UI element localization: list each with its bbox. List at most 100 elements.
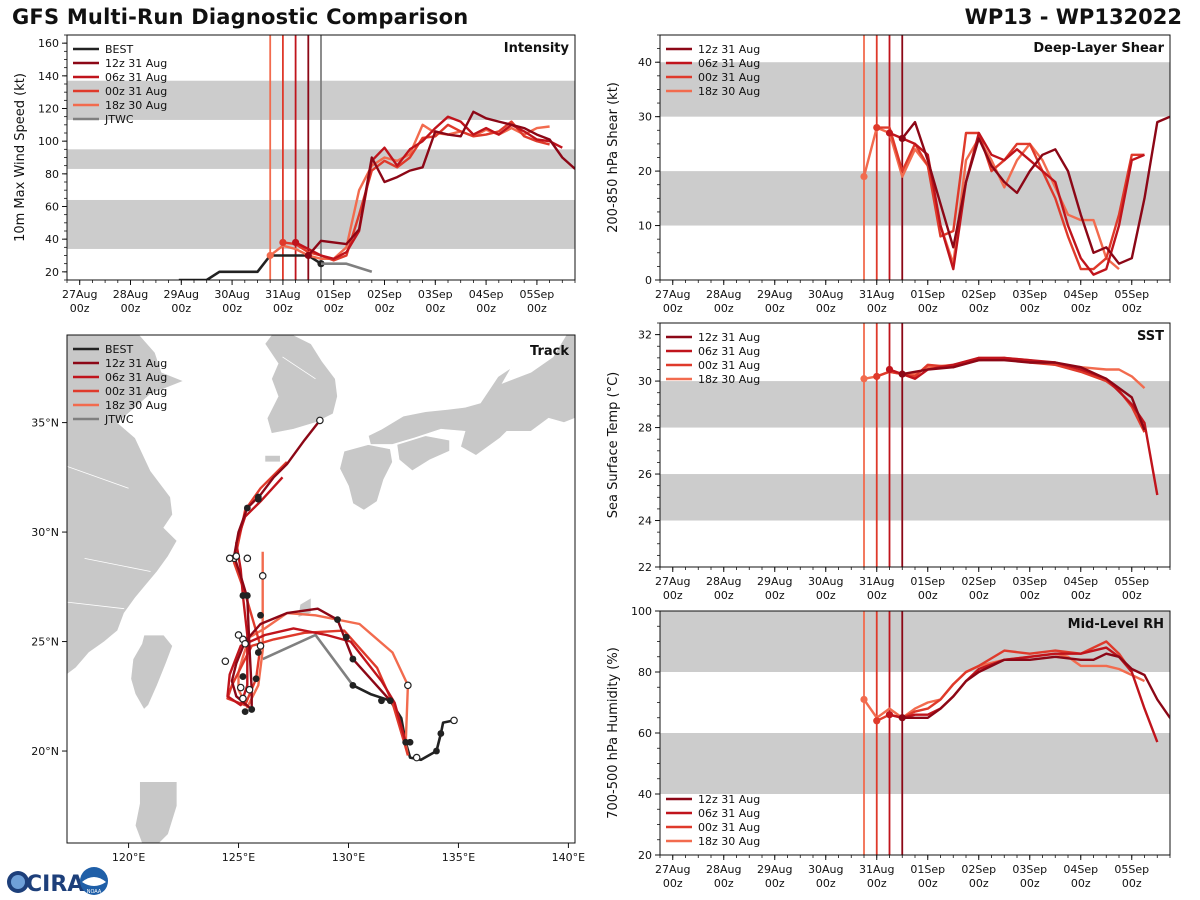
land-polygon [297,597,312,619]
rh-xtick-label: 31Aug [859,863,894,876]
sst-ytick-label: 26 [638,468,652,481]
track-open-marker [241,639,249,648]
sst-init-marker-r06z31 [885,365,894,374]
sst-title: SST [1137,329,1164,344]
rh-xtick-label: 30Aug [808,863,843,876]
rh-legend-label: 00z 31 Aug [698,821,760,834]
track-open-marker [232,552,241,560]
rh-ytick-label: 20 [638,849,652,862]
intensity-xtick-sublabel: 00z [70,302,90,315]
intensity-ytick-label: 20 [45,266,59,279]
track-position-dot [406,738,414,746]
intensity-xtick-sublabel: 00z [375,302,395,315]
rh-ytick-label: 40 [638,788,652,801]
intensity-ytick-label: 160 [38,37,59,50]
shear-ytick-label: 30 [638,111,652,124]
track-open-marker [412,753,421,762]
intensity-series-r06z31 [295,115,563,260]
shear-xtick-sublabel: 00z [1020,302,1040,315]
noaa-logo-text: NOAA [87,889,102,895]
track-ytick-label: 20°N [31,745,59,758]
shear-legend-label: 18z 30 Aug [698,85,760,98]
shear-series-r00z31 [876,126,1145,271]
intensity-xtick-label: 31Aug [265,288,300,301]
shear-threshold-band [660,171,1170,226]
rh-xtick-sublabel: 00z [969,877,989,890]
sst-xtick-label: 27Aug [655,575,690,588]
sst-xtick-sublabel: 00z [969,589,989,602]
shear-xtick-label: 29Aug [757,288,792,301]
province-border [67,601,125,610]
sst-plot-area [660,323,1170,567]
sst-init-marker-r18z30 [860,375,868,383]
province-border [84,557,151,572]
track-position-dot [342,633,350,641]
intensity-init-marker-r12z31 [304,251,312,260]
shear-xtick-label: 30Aug [808,288,843,301]
sst-xtick-label: 31Aug [859,575,894,588]
sst-xtick-label: 02Sep [961,575,996,588]
track-position-dot [243,504,251,512]
shear-ytick-label: 20 [638,165,652,178]
intensity-legend-label: JTWC [104,113,134,126]
intensity-xtick-sublabel: 00z [425,302,445,315]
track-open-marker [225,554,234,563]
sst-legend-label: 00z 31 Aug [698,359,760,372]
land-polygon [264,455,281,463]
shear-legend-label: 06z 31 Aug [698,57,760,70]
track-position-dot [257,611,264,619]
track-series-r18z30 [237,551,410,756]
track-open-marker [221,657,230,666]
land-polygon [367,335,575,456]
rh-init-marker-r00z31 [873,717,881,725]
intensity-xtick-sublabel: 00z [476,302,496,315]
land-polygon [339,444,393,511]
shear-ytick-label: 10 [638,220,652,233]
intensity-xtick-label: 05Sep [520,288,555,301]
sst-ytick-label: 32 [638,329,652,342]
rh-xtick-label: 05Sep [1114,863,1149,876]
track-open-marker [258,572,267,580]
sst-ytick-label: 24 [638,515,652,528]
track-ytick-label: 25°N [31,636,59,649]
intensity-series-best [178,254,322,280]
shear-init-marker-r00z31 [873,123,881,132]
sst-init-marker-r00z31 [873,372,881,381]
rh-ylabel: 700-500 hPa Humidity (%) [606,647,621,819]
intensity-plot-area [67,35,575,280]
shear-xtick-sublabel: 00z [663,302,683,315]
track-position-dot [239,673,247,680]
track-position-dot [386,697,394,705]
shear-threshold-band [660,62,1170,117]
track-xtick-label: 130°E [332,851,365,864]
shear-xtick-sublabel: 00z [969,302,989,315]
rh-xtick-label: 03Sep [1012,863,1047,876]
sst-init-marker-r12z31 [898,370,906,378]
sst-xtick-label: 28Aug [706,575,741,588]
sst-ytick-label: 30 [638,375,652,388]
shear-xtick-label: 28Aug [706,288,741,301]
rh-xtick-label: 04Sep [1063,863,1098,876]
shear-init-marker-r12z31 [898,134,906,143]
track-xtick-label: 120°E [112,851,145,864]
shear-panel: 01020304027Aug00z28Aug00z29Aug00z30Aug00… [606,34,1171,315]
province-border [67,466,129,489]
track-position-dot [254,493,262,501]
shear-xtick-sublabel: 00z [918,302,938,315]
track-open-marker [256,642,265,650]
rh-xtick-label: 28Aug [706,863,741,876]
land-polygon [396,435,450,472]
sst-threshold-band [660,474,1170,521]
rh-xtick-sublabel: 00z [1071,877,1091,890]
shear-xtick-label: 31Aug [859,288,894,301]
sst-xtick-sublabel: 00z [867,589,887,602]
track-open-marker [239,694,247,703]
rh-xtick-label: 02Sep [961,863,996,876]
sst-xtick-sublabel: 00z [1122,589,1142,602]
storm-id-title: WP13 - WP132022 [964,5,1182,29]
track-xtick-label: 140°E [552,851,585,864]
intensity-title: Intensity [504,41,570,56]
intensity-legend-label: 00z 31 Aug [105,85,167,98]
track-position-dot [349,681,357,689]
rh-ytick-label: 100 [631,605,652,618]
